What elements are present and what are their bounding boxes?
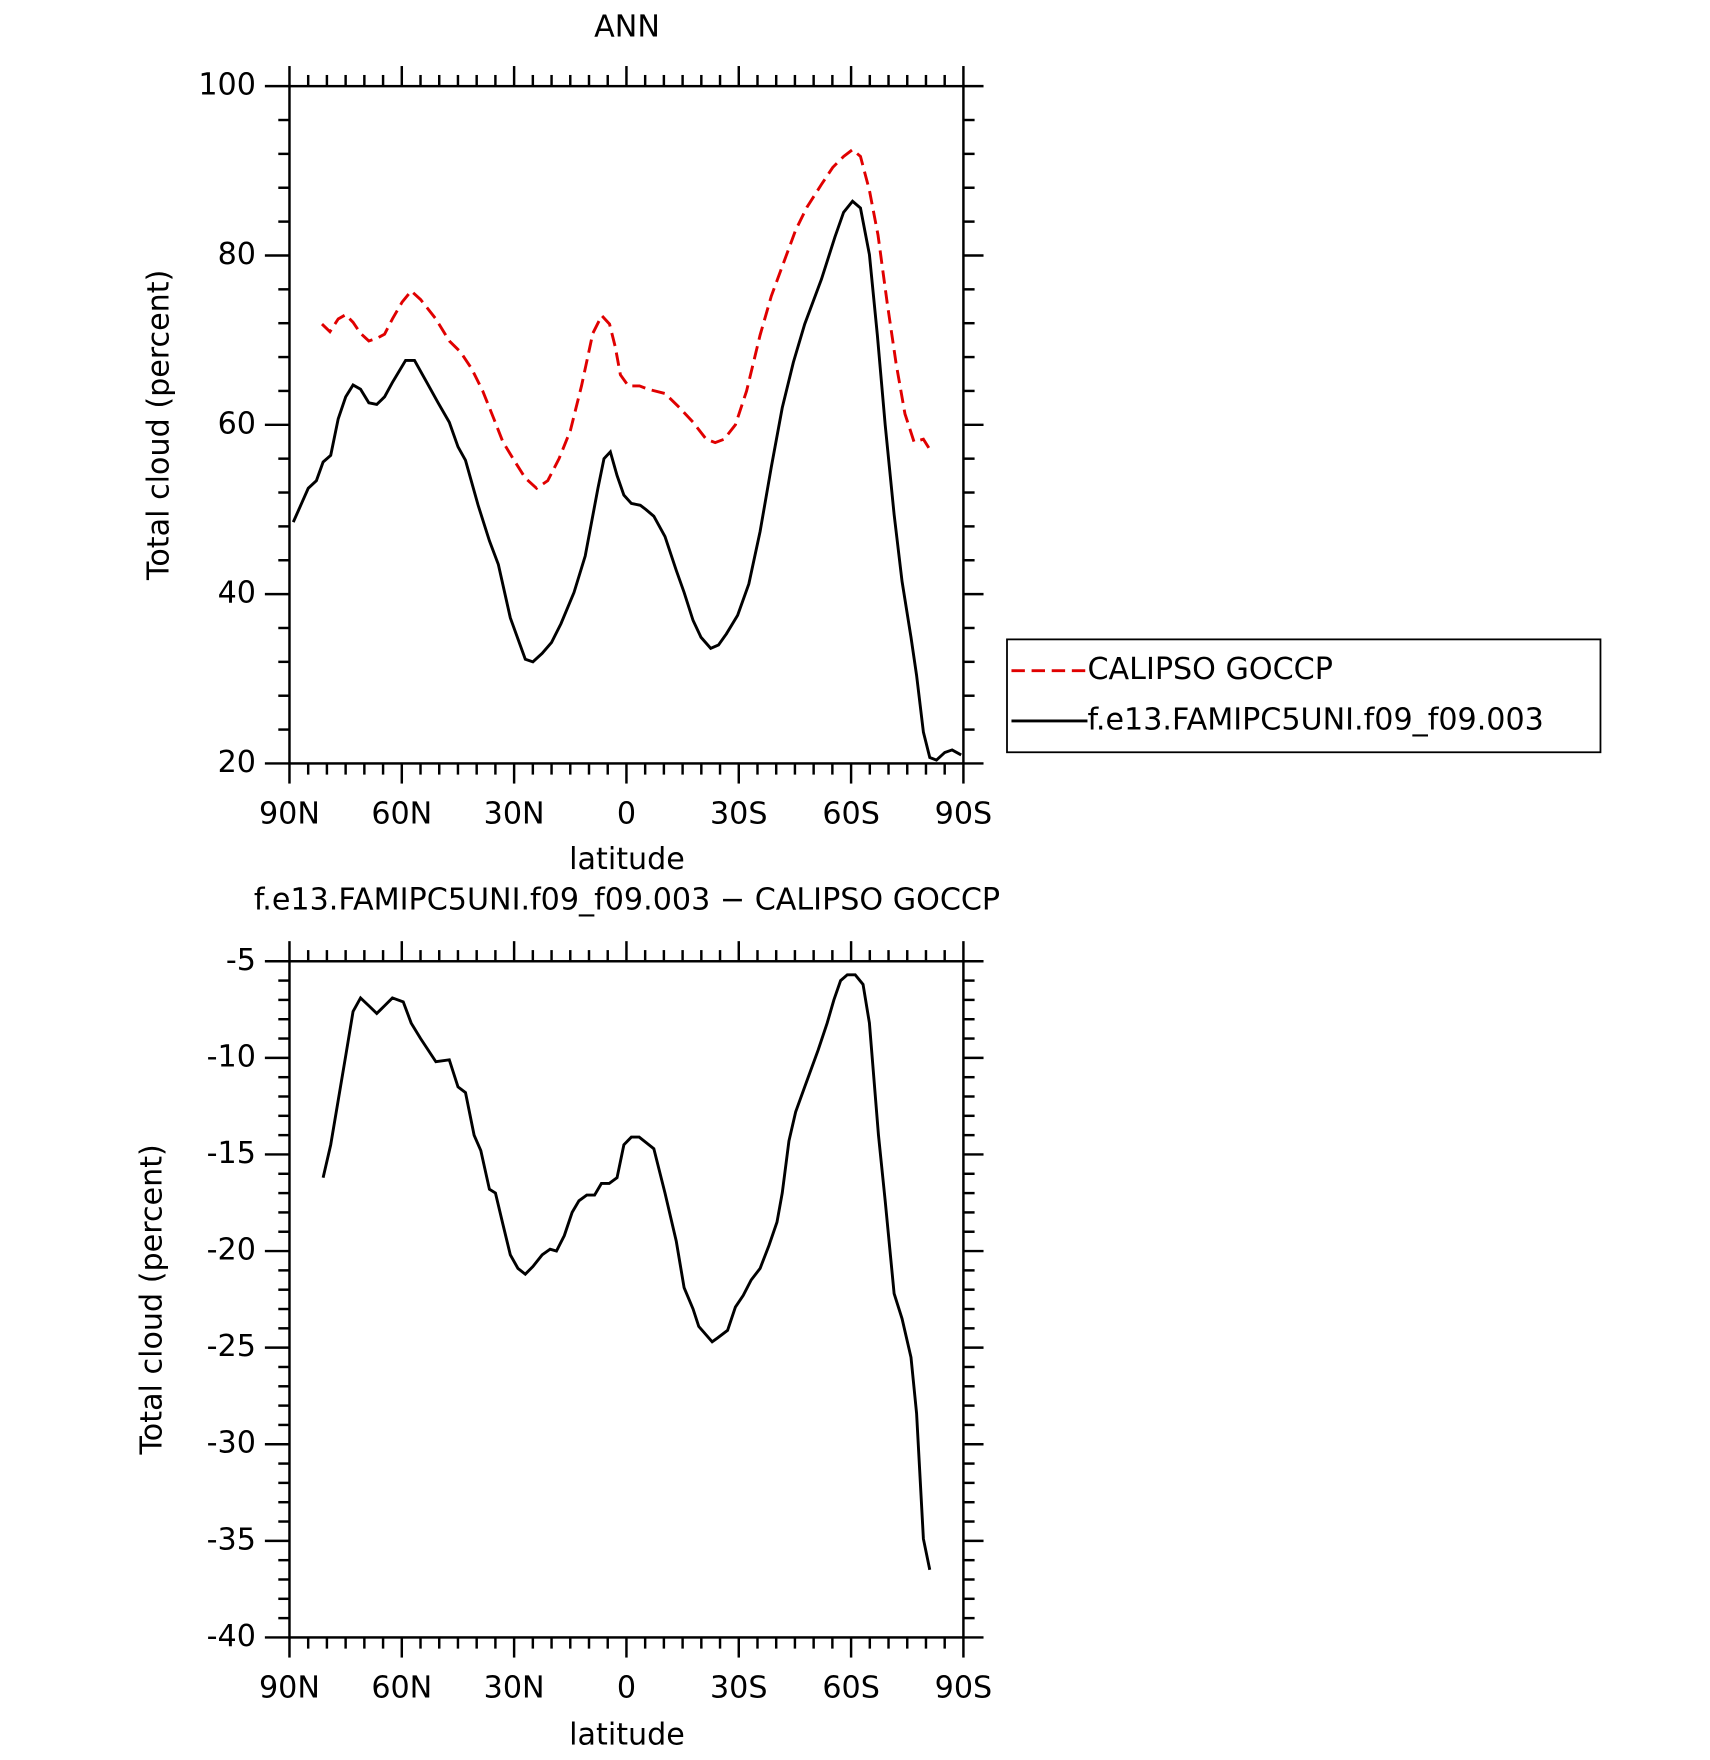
- y-tick-label: 60: [218, 406, 256, 441]
- y-tick-label: 40: [218, 576, 256, 611]
- x-tick-label: 60S: [822, 1670, 880, 1705]
- plot-frame: [288, 84, 965, 765]
- x-tick-label: 60N: [371, 796, 432, 831]
- chart-title: ANN: [594, 10, 660, 45]
- x-axis-label: latitude: [569, 842, 685, 877]
- y-tick-label: -5: [226, 943, 256, 978]
- data-line: [320, 147, 932, 491]
- x-tick-label: 60N: [371, 1670, 432, 1705]
- x-tick-label: 90S: [935, 796, 993, 831]
- x-tick-label: 60S: [822, 796, 880, 831]
- x-tick-label: 90N: [259, 1670, 320, 1705]
- y-tick-label: 80: [218, 237, 256, 272]
- y-tick-label: -30: [207, 1426, 256, 1461]
- data-line: [291, 199, 962, 762]
- x-tick-label: 90S: [935, 1670, 993, 1705]
- y-axis-label: Total cloud (percent): [141, 270, 176, 581]
- y-tick-label: -20: [207, 1233, 256, 1268]
- x-tick-label: 30S: [710, 1670, 768, 1705]
- data-line: [321, 973, 932, 1571]
- x-tick-label: 30S: [710, 796, 768, 831]
- plot-frame: [288, 960, 965, 1639]
- x-tick-label: 30N: [484, 1670, 545, 1705]
- y-tick-label: -35: [207, 1522, 256, 1557]
- legend-label: CALIPSO GOCCP: [1087, 652, 1332, 687]
- x-tick-label: 0: [617, 796, 636, 831]
- chart-title: f.e13.FAMIPC5UNI.f09_f09.003 − CALIPSO G…: [254, 882, 1000, 917]
- legend-label: f.e13.FAMIPC5UNI.f09_f09.003: [1087, 702, 1543, 737]
- y-tick-label: -15: [207, 1136, 256, 1171]
- x-tick-label: 90N: [259, 796, 320, 831]
- x-tick-label: 30N: [484, 796, 545, 831]
- y-tick-label: -40: [207, 1619, 256, 1654]
- x-tick-label: 0: [617, 1670, 636, 1705]
- x-axis-label: latitude: [569, 1717, 685, 1752]
- y-axis-label: Total cloud (percent): [135, 1144, 170, 1455]
- y-tick-label: -10: [207, 1039, 256, 1074]
- legend-box: [1006, 638, 1602, 754]
- y-tick-label: 20: [218, 745, 256, 780]
- y-tick-label: -25: [207, 1329, 256, 1364]
- y-tick-label: 100: [198, 68, 256, 103]
